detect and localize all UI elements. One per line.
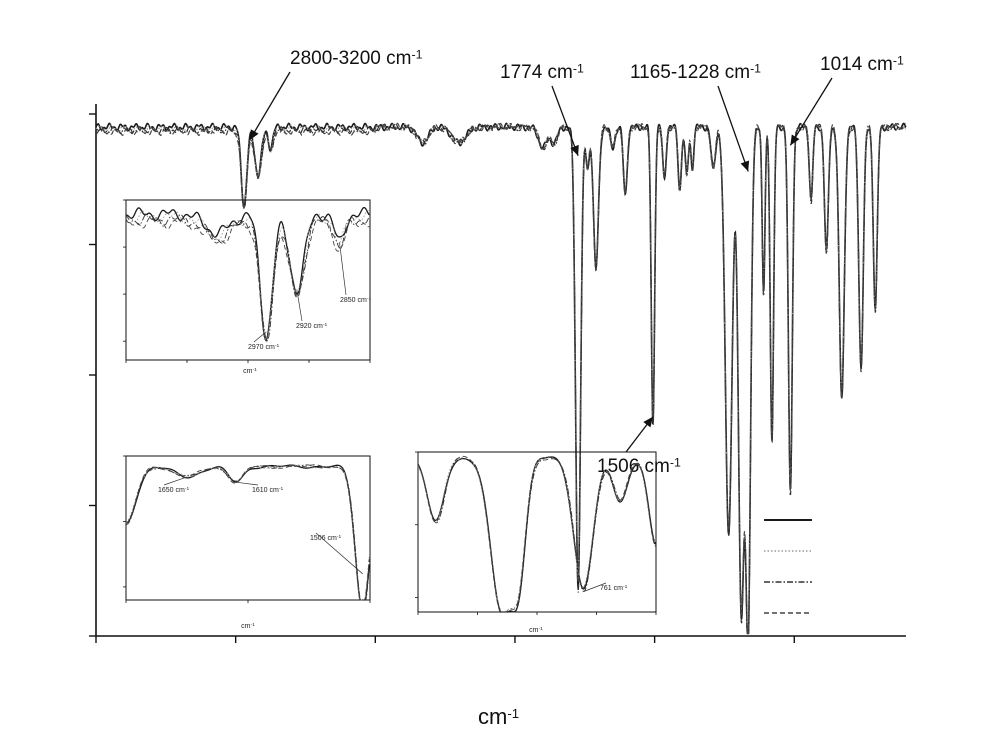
inset-annotation-label: 1610 cm-1 [252,486,283,494]
annotation-arrow-line [717,85,749,172]
annotation-arrow-line [551,85,579,156]
inset-series-line [125,464,370,601]
annotation-label: 1014 cm-1 [820,53,904,75]
inset-x-axis-title: cm-1 [529,626,543,634]
annotation-arrow-line [789,77,833,146]
inset-x-axis-title-sup: -1 [250,622,255,628]
inset-annotation-label-base: 761 cm [600,585,623,592]
inset-annotation-label-base: 2850 cm [340,297,367,304]
inset-series-line [125,464,370,601]
annotation-label-sup: -1 [750,61,761,75]
inset-series-line [125,464,370,601]
annotation-label-base: 1506 cm [597,456,670,477]
inset-x-axis-title-base: cm [529,627,539,634]
inset-series-line [125,213,370,342]
inset-series-line [417,455,657,613]
inset-annotation-label-base: 2970 cm [248,344,275,351]
inset-series-line [125,209,370,343]
annotation-label: 1165-1228 cm-1 [630,61,761,83]
inset-annotation-line [339,242,347,296]
inset-frame [125,455,371,601]
annotation-label-base: 2800-3200 cm [290,48,411,69]
inset-annotation-line [296,289,303,322]
inset-x-axis-title-base: cm [241,623,251,630]
series-line-20-recycled [95,122,907,634]
x-axis-title-sup: -1 [507,706,519,721]
inset-annotation-label: 2920 cm-1 [296,322,327,330]
inset-annotation-line [235,481,259,486]
inset-annotation-label-sup: -1 [337,534,342,540]
legend [764,519,812,614]
inset-annotation-label: 1650 cm-1 [158,486,189,494]
annotation-label: 1774 cm-1 [500,61,584,83]
inset-series-line [125,215,370,341]
annotation-arrow-head [643,416,653,428]
x-axis-title-base: cm [478,704,507,729]
inset-annotation-label-base: 1506 cm [310,535,337,542]
inset-annotation-label-base: 1650 cm [158,487,185,494]
annotation-label-sup: -1 [573,61,584,75]
annotation-label-base: 1014 cm [820,54,893,75]
x-axis-title: cm-1 [478,704,519,729]
annotation-arrow-head [570,144,579,156]
inset-x-axis-title-sup: -1 [252,367,257,373]
annotation-label-base: 1774 cm [500,62,573,83]
inset-annotation-label-sup: -1 [323,322,328,328]
inset-x-axis-title-base: cm [243,368,253,375]
inset-annotation-label: 1506 cm-1 [310,534,341,542]
inset-annotation-label-base: 2920 cm [296,323,323,330]
inset-annotation-label-sup: -1 [279,486,284,492]
series-line-50-recycled [95,122,907,634]
inset-annotation-line [163,476,188,486]
annotation-label-base: 1165-1228 cm [630,62,750,83]
inset-annotation-label-sup: -1 [367,296,372,302]
annotation-label: 2800-3200 cm-1 [290,47,423,69]
inset-annotation-label: 2970 cm-1 [248,343,279,351]
inset-annotation-line [583,582,607,592]
inset-annotation-label-sup: -1 [185,486,190,492]
inset-annotation-label: 761 cm-1 [600,584,628,592]
inset-series-line [125,464,370,601]
annotation-label: 1506 cm-1 [597,455,681,477]
inset-annotation-line [253,331,267,343]
annotation-label-sup: -1 [893,53,904,67]
series-line-100-recycled [95,122,906,634]
inset-series-line [125,206,370,342]
inset-frame [125,199,371,361]
inset-x-axis-title: cm-1 [241,622,255,630]
inset-annotation-label-sup: -1 [275,343,280,349]
inset-annotation-label-base: 1610 cm [252,487,279,494]
inset-annotation-label-sup: -1 [623,584,628,590]
annotation-label-sup: -1 [670,455,681,469]
annotation-label-sup: -1 [411,47,422,61]
inset-annotation-line [315,532,363,575]
inset-x-axis-title: cm-1 [243,367,257,375]
inset-annotation-label: 2850 cm-1 [340,296,371,304]
annotation-arrow-line [249,71,291,141]
annotation-arrow-head [740,160,750,172]
annotation-arrow-head [249,129,259,141]
inset-x-axis-title-sup: -1 [538,626,543,632]
annotation-arrow-head [790,134,800,146]
